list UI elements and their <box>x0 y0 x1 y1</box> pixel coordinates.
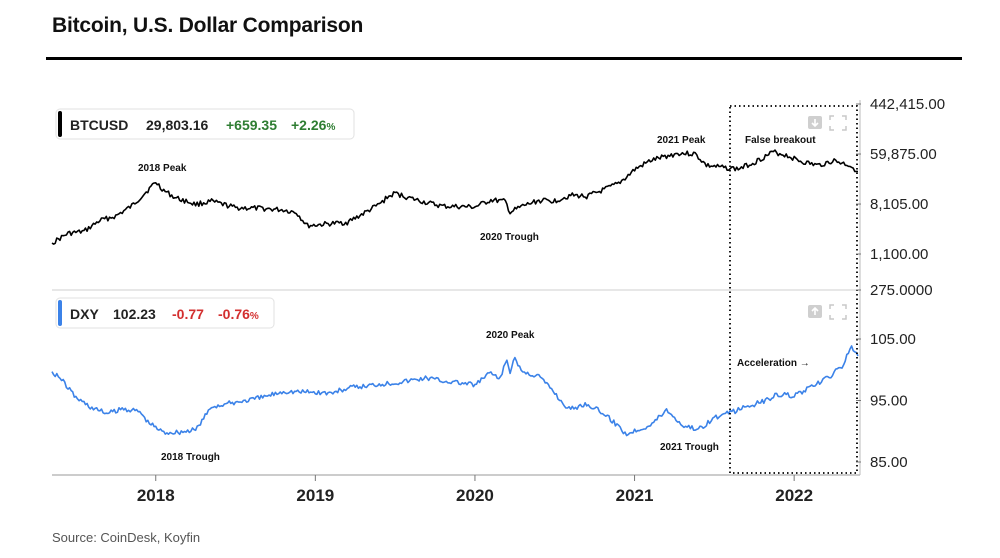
x-tick-label: 2018 <box>137 486 175 505</box>
dxy-y-tick-label: 105.00 <box>870 331 916 348</box>
dxy-legend-last: 102.23 <box>113 306 156 322</box>
dxy-legend-change-pct: -0.76% <box>218 306 259 322</box>
annotation-false-breakout: False breakout <box>745 135 816 146</box>
dxy-pane-expand-icon[interactable] <box>829 304 847 320</box>
x-tick-label: 2022 <box>775 486 813 505</box>
dxy-series-line <box>51 345 859 437</box>
annotation-dxy-2020-peak: 2020 Peak <box>486 330 535 341</box>
annotation-acceleration: Acceleration → <box>737 358 810 369</box>
btc-legend: BTCUSD 29,803.16 +659.35 +2.26% <box>55 108 355 140</box>
btc-y-tick-label: 1,100.00 <box>870 246 928 263</box>
btc-y-tick-label: 8,105.00 <box>870 196 928 213</box>
dxy-pane-upload-icon[interactable] <box>808 305 822 318</box>
btc-legend-last: 29,803.16 <box>146 117 208 133</box>
dxy-y-tick-label: 95.00 <box>870 393 908 410</box>
btc-legend-change-pct: +2.26% <box>291 117 335 133</box>
btc-legend-change: +659.35 <box>226 117 277 133</box>
page-title: Bitcoin, U.S. Dollar Comparison <box>52 14 364 37</box>
dxy-y-tick-label: 85.00 <box>870 454 908 471</box>
title-rule <box>46 57 962 60</box>
btc-y-tick-label: 59,875.00 <box>870 146 937 163</box>
btc-pane-expand-icon[interactable] <box>829 115 847 131</box>
x-tick-label: 2020 <box>456 486 494 505</box>
x-tick-label: 2019 <box>296 486 334 505</box>
source-note: Source: CoinDesk, Koyfin <box>52 530 201 545</box>
annotation-btc-2021-peak: 2021 Peak <box>657 135 706 146</box>
btc-pane-download-icon[interactable] <box>808 116 822 129</box>
annotation-btc-2018-peak: 2018 Peak <box>138 163 187 174</box>
dxy-legend-change: -0.77 <box>172 306 204 322</box>
x-tick-label: 2021 <box>616 486 654 505</box>
dxy-y-tick-label: 275.0000 <box>870 282 933 299</box>
btc-legend-name: BTCUSD <box>70 117 128 133</box>
btc-series-line <box>51 149 859 245</box>
annotation-dxy-2021-trough: 2021 Trough <box>660 442 719 453</box>
annotation-btc-2020-trough: 2020 Trough <box>480 232 539 243</box>
dxy-legend-name: DXY <box>70 306 99 322</box>
dxy-legend: DXY 102.23 -0.77 -0.76% <box>55 297 275 329</box>
btc-y-tick-label: 442,415.00 <box>870 96 945 113</box>
annotation-dxy-2018-trough: 2018 Trough <box>161 452 220 463</box>
